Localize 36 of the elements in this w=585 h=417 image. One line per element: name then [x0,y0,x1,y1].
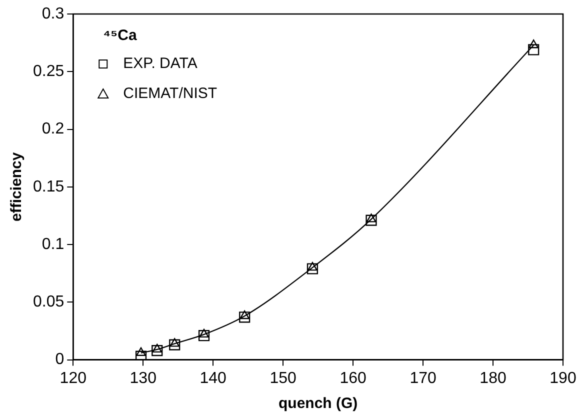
point [366,214,376,222]
point [239,312,250,323]
y-axis-title: efficiency [8,152,26,222]
x-tick-label: 160 [340,370,367,387]
point [366,214,377,226]
x-axis-title: quench (G) [278,395,358,412]
y-tick-label: 0 [55,351,64,368]
y-tick-label: 0.2 [42,120,64,138]
x-tick-label: 140 [200,370,227,387]
y-tick-label: 0.25 [33,63,64,80]
x-tick-label: 120 [60,370,87,387]
x-tick-label: 190 [550,370,576,387]
y-tick-label: 0.05 [33,294,64,311]
y-tick-label: 0.15 [33,178,64,196]
legend-label: EXP. DATA [123,55,198,72]
x-tick-label: 180 [480,370,506,387]
point [240,310,250,320]
point [198,330,210,342]
point [135,350,147,360]
point [528,40,539,48]
point [152,345,163,356]
point [152,344,162,353]
y-tick-label: 0.3 [42,5,64,22]
legend-label: CIEMAT/NIST [123,85,218,102]
point [199,328,209,338]
x-tick-label: 130 [130,370,157,387]
x-tick-label: 170 [410,370,436,387]
y-tick-label: 0.1 [42,236,64,253]
point [306,263,318,274]
point [308,262,318,271]
point [170,338,180,347]
point [528,44,540,56]
x-tick-label: 150 [270,370,297,387]
legend-title: ⁴⁵Ca [103,27,138,44]
point [169,339,180,350]
point [136,347,146,356]
